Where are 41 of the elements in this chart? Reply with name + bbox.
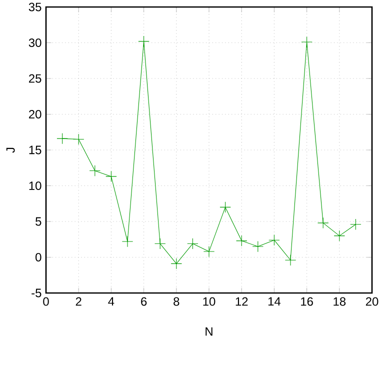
y-tick-label: 15	[29, 146, 42, 154]
point	[106, 170, 117, 182]
point	[187, 238, 198, 250]
point	[334, 230, 346, 242]
point	[154, 238, 166, 250]
y-tick-label: 25	[28, 74, 42, 83]
point	[236, 235, 248, 246]
point	[170, 258, 182, 270]
x-axis-title: N	[206, 327, 212, 336]
y-tick-label: 20	[28, 110, 42, 119]
x-tick-label: 12	[236, 297, 248, 306]
y-tick-label: 0	[36, 252, 42, 262]
y-tick-label: 35	[28, 2, 42, 12]
point	[56, 132, 68, 144]
point	[268, 234, 280, 246]
point	[203, 246, 215, 258]
y-tick-label: -5	[32, 288, 42, 298]
point	[89, 165, 101, 176]
point	[301, 36, 312, 48]
x-tick-label: 0	[43, 297, 49, 306]
x-tick-label: 2	[76, 297, 82, 306]
y-tick-label: 5	[36, 217, 42, 226]
x-tick-label: 20	[366, 297, 378, 306]
point	[138, 36, 150, 47]
x-tick-label: 14	[268, 297, 281, 306]
x-tick-label: 16	[301, 297, 313, 306]
x-tick-label: 10	[203, 297, 216, 306]
y-axis-title: J	[6, 148, 15, 153]
point	[122, 236, 134, 248]
x-tick-label: 8	[174, 297, 180, 306]
y-tick-label: 10	[29, 181, 42, 190]
point	[350, 218, 362, 230]
point	[220, 202, 231, 213]
x-tick-label: 4	[108, 297, 114, 306]
y-tick-label: 30	[28, 38, 42, 48]
point	[252, 240, 264, 252]
point	[73, 134, 84, 145]
point	[318, 217, 329, 229]
x-tick-label: 6	[141, 297, 147, 306]
x-tick-label: 18	[334, 297, 346, 306]
point	[284, 254, 296, 266]
